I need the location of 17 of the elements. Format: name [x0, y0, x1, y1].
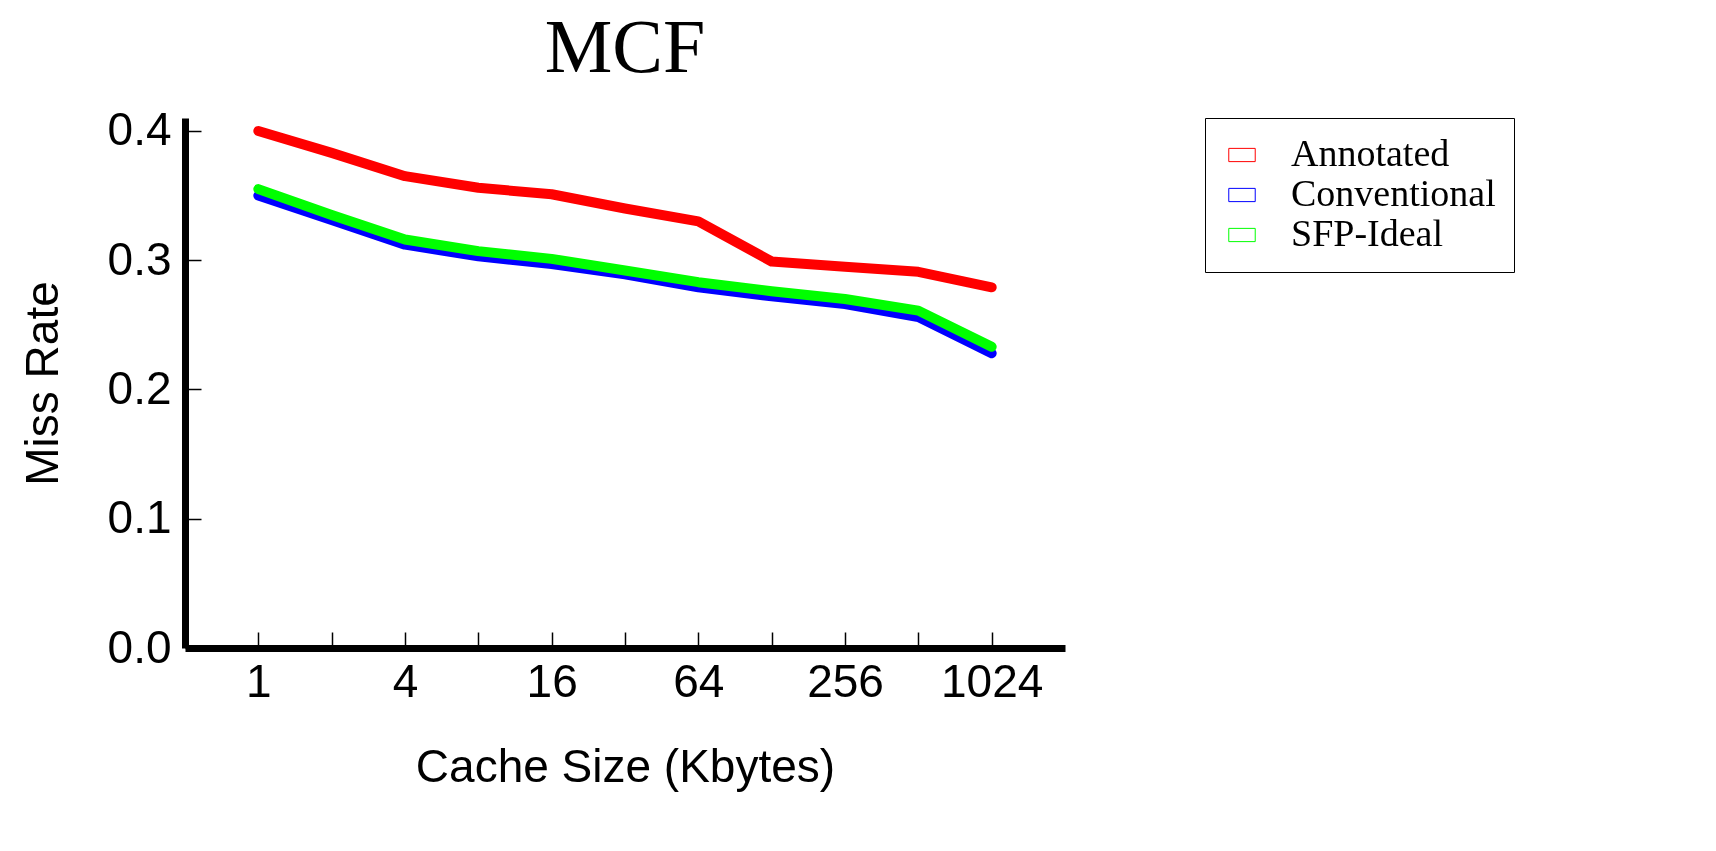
- y-tick-label: 0.1: [107, 491, 172, 544]
- legend-label: Annotated: [1291, 132, 1450, 174]
- x-tick-label: 64: [673, 654, 725, 707]
- x-axis-title: Cache Size (Kbytes): [415, 739, 836, 792]
- legend-label: SFP-Ideal: [1291, 212, 1443, 254]
- x-tick-label: 256: [807, 654, 884, 707]
- y-tick-label: 0.3: [107, 232, 172, 285]
- x-tick-label: 4: [392, 654, 419, 707]
- chart-title: MCF: [544, 3, 706, 88]
- x-tick-label: 1: [246, 654, 272, 707]
- x-tick-label: 16: [526, 654, 578, 707]
- y-tick-label: 0.4: [107, 103, 172, 156]
- x-tick-label: 1024: [940, 654, 1044, 707]
- y-tick-label: 0.2: [107, 361, 172, 414]
- legend-label: Conventional: [1291, 172, 1496, 214]
- y-tick-label: 0.0: [107, 620, 172, 673]
- y-axis-title: Miss Rate: [15, 281, 68, 486]
